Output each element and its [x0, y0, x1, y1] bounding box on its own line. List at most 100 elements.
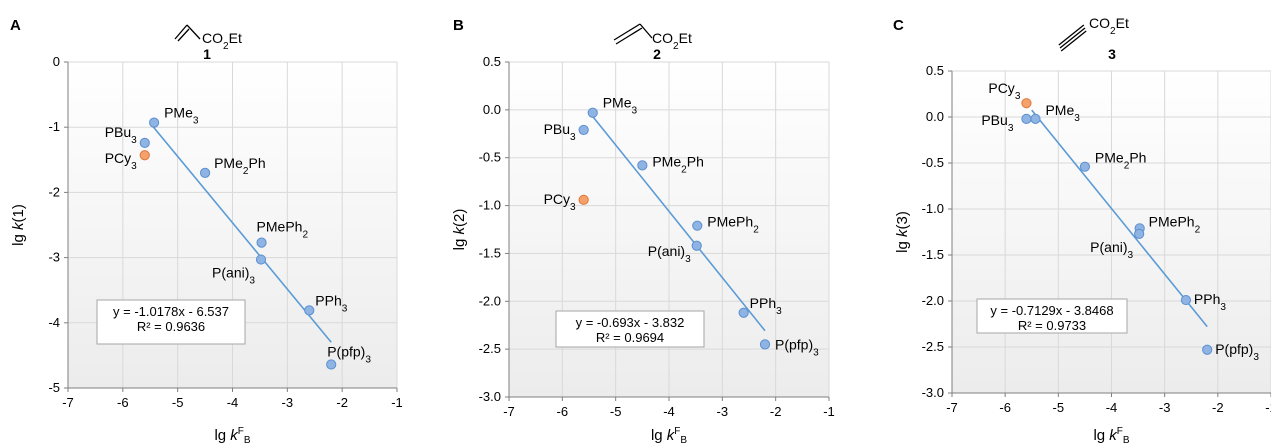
x-tick-label: -3: [1159, 400, 1171, 415]
data-point-pbu3: [139, 137, 150, 148]
panel-b: -7 -6 -5 -4 -3 -2 -1 -3.0 -2.5 -2.0 -1.5 -1.0 -0.5 0.…: [451, 17, 835, 443]
y-tick-label: -2.0: [479, 293, 501, 308]
single-bond-line: [639, 23, 653, 39]
double-bond-line: [613, 23, 641, 41]
data-point-ppfp3: [1202, 344, 1213, 355]
triple-bond-line: [1059, 27, 1086, 49]
x-tick-label: -5: [610, 404, 622, 419]
fit-line: [1031, 109, 1208, 328]
panel-letter: A: [10, 17, 21, 34]
data-point-pme3: [1030, 113, 1041, 124]
point-label: PMe2Ph: [1095, 150, 1147, 172]
fit-equation: y = -0.7129x - 3.8468: [990, 303, 1113, 318]
point-label: PPh3: [1194, 291, 1226, 313]
y-tick-label: -2.5: [922, 339, 944, 354]
y-tick-label: 0.0: [926, 109, 944, 124]
x-tick-label: -1: [1265, 400, 1271, 415]
data-point-pcy3: [578, 194, 589, 205]
point-label: P(pfp)3: [1215, 341, 1259, 363]
panel-letter: C: [893, 17, 904, 34]
x-axis-label: lg kFB: [651, 426, 687, 443]
y-tick-label: -0.5: [922, 155, 944, 170]
data-point-pph3: [1180, 294, 1192, 306]
y-tick-label: -1.0: [922, 201, 944, 216]
x-tick-label: -7: [503, 404, 515, 419]
data-point-pcy3: [139, 150, 150, 161]
point-label: PMePh2: [1149, 213, 1201, 235]
x-tick-label: -3: [282, 395, 294, 410]
equation-box: [96, 299, 246, 345]
x-tick-label: -2: [336, 395, 348, 410]
point-label: PMe3: [164, 105, 199, 127]
point-label: PMePh2: [707, 214, 759, 236]
x-tick-label: -2: [1212, 400, 1224, 415]
point-label: PMe3: [1045, 102, 1080, 124]
point-label: P(ani)3: [212, 265, 255, 287]
y-tick-label: -1.5: [922, 247, 944, 262]
single-bond-line: [186, 24, 201, 40]
x-tick-label: -1: [823, 404, 835, 419]
point-label: P(pfp)3: [327, 344, 371, 366]
panel-c: -7 -6 -5 -4 -3 -2 -1 -3.0 -2.5 -2.0 -1.5 -1.0 -0.5 0.…: [893, 15, 1271, 443]
y-tick-label: -2.0: [922, 293, 944, 308]
y-tick-label: 0: [53, 54, 60, 69]
y-tick-label: -1.0: [479, 198, 501, 213]
panel-letter: B: [453, 17, 464, 34]
fit-r-squared: R² = 0.9694: [596, 330, 664, 345]
y-tick-label: -3: [48, 250, 60, 265]
y-tick-label: 0.5: [483, 54, 501, 69]
data-point-pani3: [691, 240, 702, 251]
equation-box: [555, 310, 705, 348]
fit-line: [588, 111, 766, 332]
point-label: PCy3: [105, 150, 137, 172]
panel-a: -7 -6 -5 -4 -3 -2 -1 -5 -4 -3 -2 -1 0 lg kFB lg k(1) PM…: [10, 17, 403, 443]
point-label: PBu3: [544, 121, 576, 143]
molecule-formula: CO2Et: [652, 30, 692, 52]
point-label: PCy3: [988, 80, 1020, 102]
x-tick-label: -4: [663, 404, 675, 419]
fit-r-squared: R² = 0.9733: [1018, 318, 1086, 333]
data-point-pph3: [304, 305, 315, 316]
x-tick-label: -4: [1106, 400, 1118, 415]
molecule-formula: CO2Et: [1089, 15, 1129, 37]
compound-number: 2: [653, 46, 661, 62]
data-point-ppfp3: [759, 339, 771, 350]
x-tick-label: -6: [117, 395, 129, 410]
triple-bond-line: [1058, 24, 1085, 46]
data-point-pmeph2: [692, 220, 703, 231]
y-axis-label: lg k(3): [894, 211, 911, 253]
molecule-structure: CO2Et 3: [1058, 15, 1129, 62]
y-tick-label: -2.5: [479, 341, 501, 356]
data-point-pph3: [738, 307, 749, 318]
x-tick-label: -3: [717, 404, 729, 419]
y-tick-label: -3.0: [922, 385, 944, 400]
point-label: PPh3: [315, 292, 347, 314]
y-tick-label: -1: [48, 119, 60, 134]
data-point-pmeph2: [256, 237, 267, 248]
double-bond-line: [177, 28, 190, 42]
x-tick-label: -5: [1053, 400, 1065, 415]
y-tick-label: -4: [48, 315, 60, 330]
point-label: P(ani)3: [1090, 239, 1133, 261]
x-tick-label: -2: [770, 404, 782, 419]
y-tick-label: 0.0: [483, 102, 501, 117]
x-tick-label: -6: [999, 400, 1011, 415]
y-tick-label: 0.5: [926, 63, 944, 78]
data-point-pani3: [1134, 228, 1145, 239]
data-point-pme2ph: [1079, 161, 1091, 172]
data-point-pani3: [255, 254, 267, 265]
x-tick-label: -1: [391, 395, 403, 410]
double-bond-line: [615, 27, 643, 45]
x-axis-label: lg kFB: [1093, 426, 1129, 443]
data-point-pbu3: [578, 124, 589, 136]
data-point-pme2ph: [637, 160, 648, 171]
point-label: PCy3: [544, 191, 576, 213]
x-axis-label: lg kFB: [214, 426, 250, 443]
data-point-pme3: [148, 117, 160, 128]
fit-r-squared: R² = 0.9636: [137, 319, 205, 334]
point-label: PMe3: [603, 95, 638, 117]
x-tick-label: -5: [172, 395, 184, 410]
fit-equation: y = -0.693x - 3.832: [576, 315, 685, 330]
point-label: P(pfp)3: [775, 336, 819, 358]
